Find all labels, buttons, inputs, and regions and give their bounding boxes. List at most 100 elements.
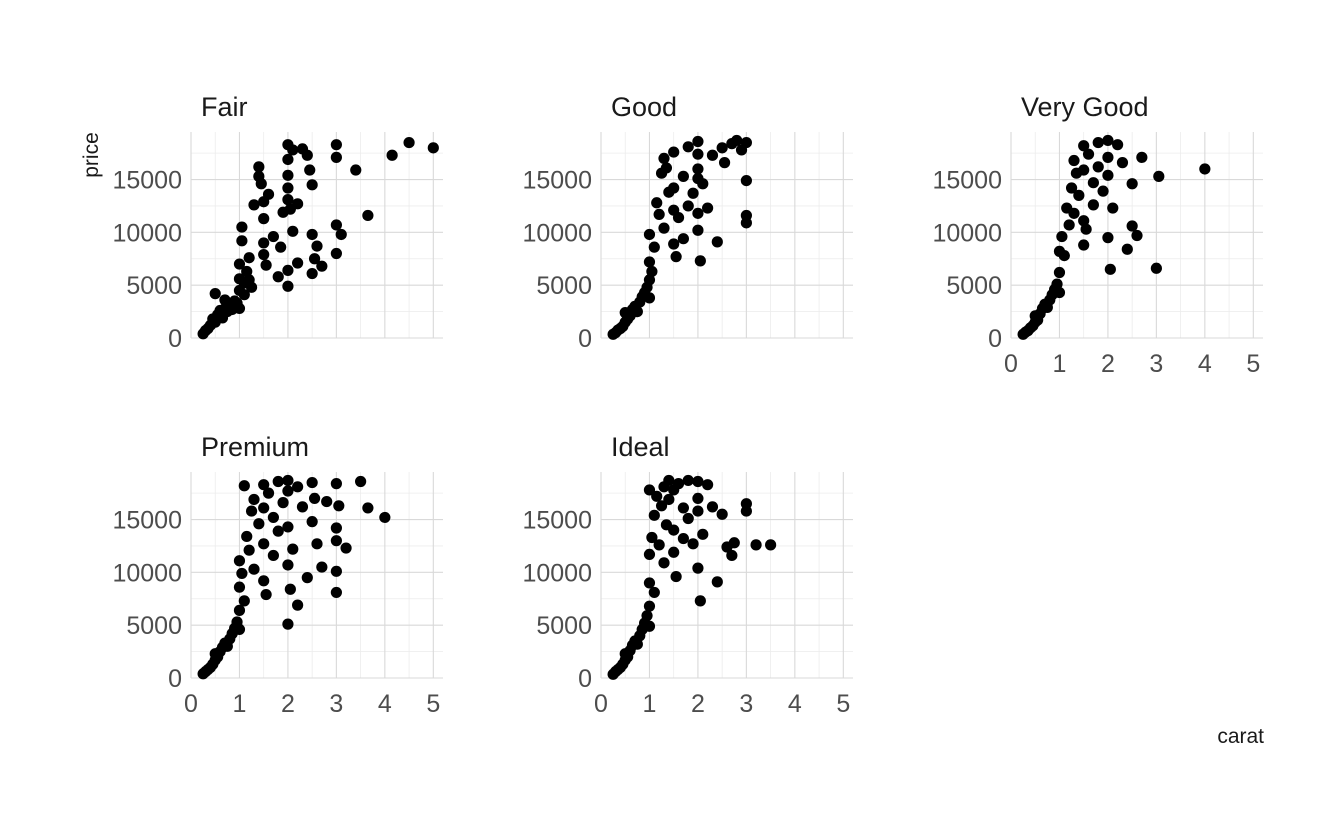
data-point: [386, 149, 398, 161]
data-point: [718, 157, 731, 169]
data-point: [1116, 157, 1129, 169]
data-point: [1078, 215, 1090, 227]
data-point: [1150, 262, 1162, 274]
data-point: [643, 600, 656, 612]
data-point: [1053, 266, 1066, 279]
data-point: [330, 247, 342, 260]
data-point: [306, 228, 318, 241]
data-point: [1092, 161, 1104, 173]
data-point: [330, 139, 342, 151]
data-point: [692, 224, 704, 236]
data-point: [255, 178, 267, 190]
y-tick-label: 15000: [522, 167, 592, 195]
data-point: [670, 251, 682, 263]
data-point: [740, 136, 752, 149]
y-tick-label: 15000: [932, 167, 1002, 195]
data-point: [670, 570, 682, 583]
x-tick-label: 2: [1101, 350, 1115, 378]
data-point: [362, 209, 374, 222]
data-point: [694, 595, 706, 607]
y-tick-label: 0: [168, 665, 182, 693]
data-point: [233, 302, 246, 315]
facet-panel-fair: Fair 0 5000 10000 15000: [112, 92, 443, 353]
data-point: [692, 492, 704, 505]
y-tick-label: 5000: [536, 272, 592, 300]
data-point: [702, 479, 714, 491]
data-point: [253, 518, 265, 530]
data-point: [233, 258, 246, 270]
data-point: [282, 153, 294, 166]
data-point: [311, 538, 323, 550]
data-point: [1104, 263, 1116, 275]
data-point: [716, 142, 728, 154]
data-point: [330, 535, 342, 547]
data-point: [1153, 170, 1165, 182]
x-axis-title: carat: [1217, 725, 1264, 748]
data-point: [282, 264, 294, 276]
data-point: [731, 134, 743, 147]
data-point: [330, 522, 342, 534]
data-point: [692, 148, 704, 160]
data-point: [282, 169, 294, 181]
facet-title: Good: [611, 92, 677, 122]
data-point: [350, 164, 362, 176]
x-tick-label: 4: [788, 690, 802, 718]
data-point: [1126, 220, 1138, 232]
data-point: [728, 537, 740, 549]
x-tick-label: 2: [691, 690, 705, 718]
data-point: [253, 161, 265, 173]
data-point: [677, 233, 689, 245]
y-tick-label: 0: [988, 325, 1002, 353]
y-tick-label: 15000: [522, 507, 592, 535]
data-point: [262, 487, 275, 499]
data-point: [658, 557, 670, 569]
data-point: [277, 497, 289, 509]
data-point: [697, 178, 709, 190]
x-tick-label: 5: [426, 690, 440, 718]
data-point: [677, 502, 689, 514]
facet-panel-ideal: Ideal 0 5000 10000 15000 0 1 2 3 4 5: [522, 432, 853, 718]
data-point: [362, 502, 374, 514]
data-point: [335, 228, 347, 241]
facet-title: Ideal: [611, 432, 670, 462]
data-point: [1078, 164, 1090, 176]
data-point: [668, 524, 680, 536]
data-point: [1073, 189, 1085, 201]
data-point: [643, 620, 656, 632]
data-point: [677, 170, 689, 182]
data-point: [631, 638, 643, 650]
data-point: [1087, 199, 1099, 211]
data-point: [248, 493, 260, 506]
facet-title: Premium: [201, 432, 309, 462]
data-point: [641, 610, 653, 622]
data-point: [765, 539, 777, 551]
data-point: [403, 136, 415, 149]
data-point: [306, 267, 318, 280]
data-point: [258, 575, 270, 587]
data-point: [653, 539, 665, 551]
data-point: [233, 604, 246, 616]
data-point: [726, 549, 738, 562]
data-point: [1053, 286, 1066, 299]
data-point: [236, 235, 248, 247]
data-point: [272, 475, 284, 488]
data-point: [1058, 250, 1070, 262]
data-point: [750, 539, 762, 551]
data-point: [248, 563, 260, 575]
data-point: [648, 241, 660, 253]
data-point: [301, 572, 313, 584]
data-point: [1051, 278, 1063, 290]
data-point: [1102, 134, 1114, 147]
data-point: [694, 255, 706, 267]
data-point: [672, 211, 685, 224]
data-point: [648, 509, 660, 521]
data-point: [282, 618, 294, 630]
facet-panel-very-good: Very Good 0 5000 10000 15000 0 1 2 3 4 5: [932, 92, 1263, 378]
data-point: [1068, 207, 1080, 219]
data-point: [663, 474, 675, 487]
data-point: [258, 237, 270, 249]
data-point: [1121, 243, 1133, 255]
facet-title: Fair: [201, 92, 248, 122]
data-point: [651, 197, 663, 209]
x-tick-label: 2: [281, 690, 295, 718]
